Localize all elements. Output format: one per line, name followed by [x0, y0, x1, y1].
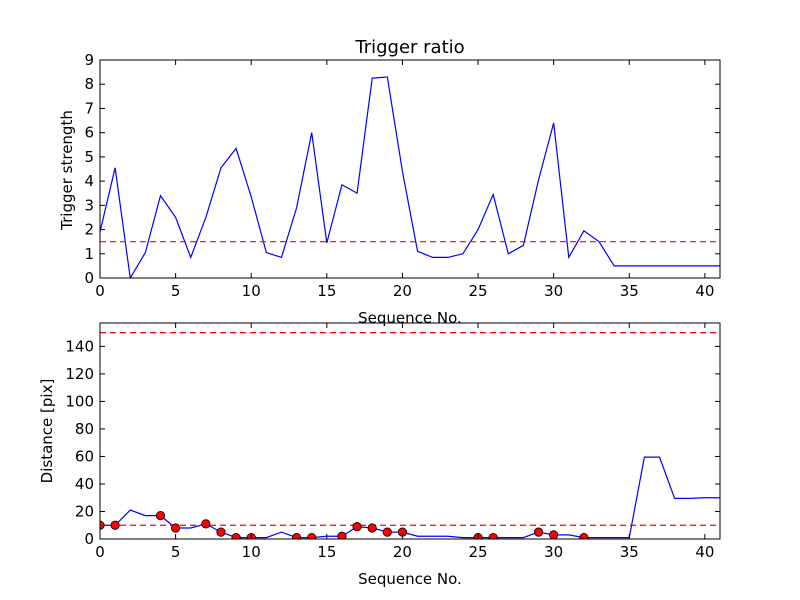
data-point: [110, 520, 120, 530]
data-point: [579, 533, 589, 539]
x-tick-label: 15: [317, 543, 336, 561]
data-point: [201, 519, 211, 529]
y-tick-label: 40: [75, 475, 94, 493]
data-point: [488, 533, 498, 539]
y-tick-label: 2: [84, 221, 94, 239]
tick-group: 0 5 10 15 20 25 30 35 40 0 1 2 3 4 5 6 7 8 9: [84, 51, 720, 300]
x-tick-label: 25: [469, 282, 488, 300]
data-point: [352, 522, 362, 532]
plot-area: [100, 76, 720, 278]
data-point: [367, 523, 377, 533]
x-tick-label: 30: [544, 282, 563, 300]
data-point: [155, 511, 166, 521]
y-tick-label: 9: [84, 51, 94, 69]
y-tick-label: 0: [84, 269, 94, 287]
x-tick-label: 35: [620, 543, 639, 561]
x-tick-label: 40: [695, 282, 714, 300]
y-tick-label: 6: [84, 124, 94, 142]
y-tick-label: 8: [84, 75, 94, 93]
x-tick-label: 0: [95, 282, 105, 300]
y-tick-label: 0: [84, 530, 94, 548]
y-tick-label: 120: [65, 365, 94, 383]
axes-frame: [99, 322, 721, 540]
tick-group: 0 5 10 15 20 25 30 35 40 0 20 40 60 80 100 120 140: [65, 323, 720, 561]
distance-chart: Sequence No. Distance [pix] 0 5 10 15 20 25 30…: [38, 322, 721, 588]
x-tick-label: 25: [469, 543, 488, 561]
x-axis-label: Sequence No.: [358, 309, 462, 327]
data-point: [216, 527, 226, 537]
x-tick-label: 15: [317, 282, 336, 300]
x-tick-label: 40: [695, 543, 714, 561]
chart-title: Trigger ratio: [354, 37, 464, 58]
y-tick-label: 4: [84, 172, 94, 190]
plot-area: [100, 332, 720, 539]
x-tick-label: 20: [393, 282, 412, 300]
y-tick-label: 60: [75, 447, 94, 465]
y-tick-label: 100: [65, 392, 94, 410]
y-tick-label: 20: [75, 502, 94, 520]
data-point: [337, 531, 347, 539]
x-tick-label: 5: [171, 282, 181, 300]
y-tick-label: 3: [84, 196, 94, 214]
y-axis-label: Trigger strength: [58, 110, 76, 231]
x-tick-label: 30: [544, 543, 563, 561]
y-tick-label: 5: [84, 148, 94, 166]
data-point: [307, 533, 317, 539]
x-axis-label: Sequence No.: [358, 570, 462, 588]
data-point: [171, 523, 181, 533]
x-tick-label: 10: [242, 282, 261, 300]
y-tick-label: 7: [84, 99, 94, 117]
x-tick-label: 10: [242, 543, 261, 561]
trigger-ratio-chart: Trigger ratio Sequence No. Trigger stren…: [58, 37, 721, 327]
data-point: [533, 527, 544, 537]
y-tick-label: 1: [84, 245, 94, 263]
data-point: [291, 533, 302, 539]
data-point: [382, 527, 392, 537]
y-tick-label: 80: [75, 420, 94, 438]
y-tick-label: 140: [65, 337, 94, 355]
x-tick-label: 5: [171, 543, 181, 561]
y-axis-label: Distance [pix]: [38, 379, 56, 484]
axes-frame: [99, 59, 721, 279]
x-tick-label: 20: [393, 543, 412, 561]
data-series-line: [100, 76, 720, 278]
x-tick-label: 35: [620, 282, 639, 300]
x-tick-label: 0: [95, 543, 105, 561]
data-point: [231, 533, 241, 539]
